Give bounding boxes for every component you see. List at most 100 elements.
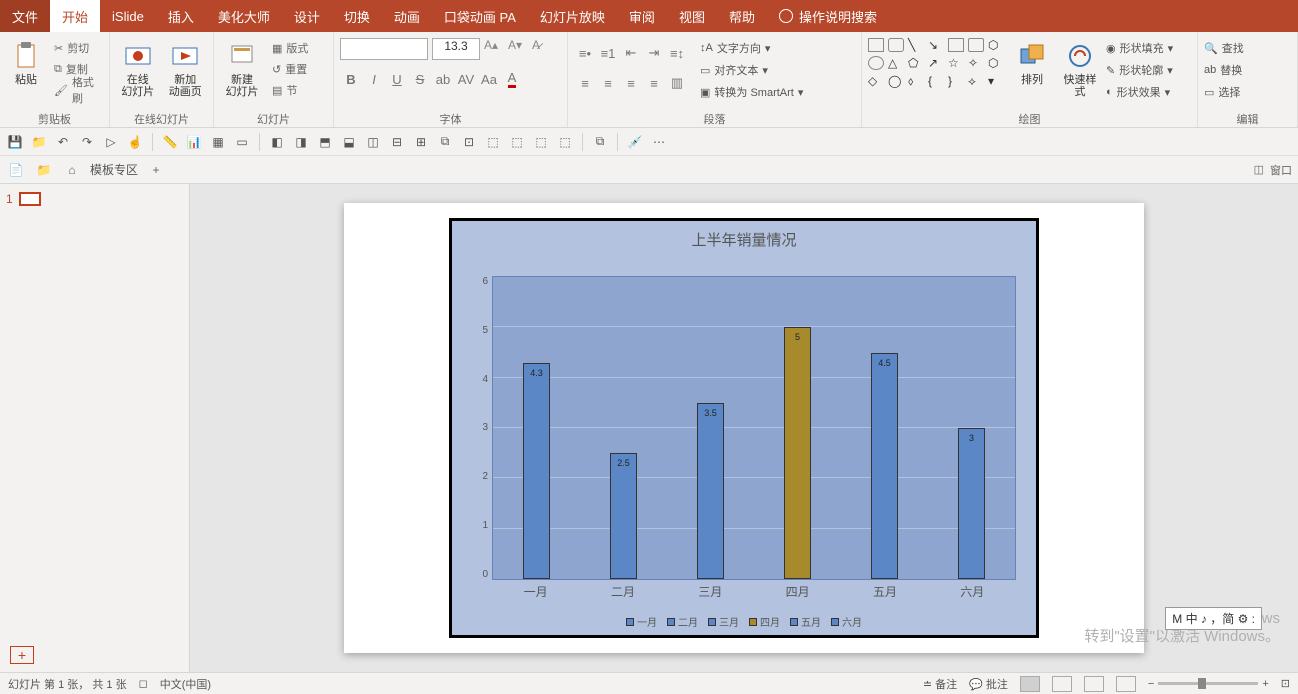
shape-fill-button[interactable]: ◉形状填充▾ (1106, 38, 1173, 58)
qat-eyedrop[interactable]: 💉 (626, 133, 644, 151)
qat-a10[interactable]: ⬚ (484, 133, 502, 151)
tab-islide[interactable]: iSlide (100, 0, 156, 32)
find-button[interactable]: 🔍查找 (1204, 38, 1244, 58)
underline-button[interactable]: U (386, 68, 408, 90)
qat-a7[interactable]: ⊞ (412, 133, 430, 151)
window-split-icon[interactable]: ◫ (1254, 163, 1264, 176)
arrange-button[interactable]: 排列 (1010, 38, 1054, 88)
qat-undo[interactable]: ↶ (54, 133, 72, 151)
qat-chart[interactable]: 📊 (185, 133, 203, 151)
tab-help[interactable]: 帮助 (717, 0, 767, 32)
bar-五月[interactable]: 4.5 (871, 353, 899, 580)
view-sorter-button[interactable] (1052, 676, 1072, 692)
change-case-button[interactable]: Aa (478, 68, 500, 90)
qat-redo[interactable]: ↷ (78, 133, 96, 151)
align-center-button[interactable]: ≡ (597, 72, 619, 94)
zoom-out-button[interactable]: − (1148, 678, 1154, 690)
slide-canvas[interactable]: 上半年销量情况 6543210 4.32.53.554.53 一月二月三月四月五… (190, 184, 1298, 672)
bold-button[interactable]: B (340, 68, 362, 90)
qat-a13[interactable]: ⬚ (556, 133, 574, 151)
accessibility-icon[interactable]: ◻ (139, 677, 148, 690)
replace-button[interactable]: ab替换 (1204, 60, 1244, 80)
slide-thumbnail-1[interactable]: 1 (6, 192, 183, 206)
section-button[interactable]: ▤节 (268, 80, 312, 100)
qat-table[interactable]: ▦ (209, 133, 227, 151)
tab-design[interactable]: 设计 (282, 0, 332, 32)
italic-button[interactable]: I (363, 68, 385, 90)
tab-transition[interactable]: 切换 (332, 0, 382, 32)
home-icon[interactable]: ⌂ (62, 160, 82, 180)
qat-open[interactable]: 📁 (30, 133, 48, 151)
font-family-combo[interactable] (340, 38, 428, 60)
char-spacing-button[interactable]: AV (455, 68, 477, 90)
qat-a11[interactable]: ⬚ (508, 133, 526, 151)
bar-chart[interactable]: 上半年销量情况 6543210 4.32.53.554.53 一月二月三月四月五… (449, 218, 1039, 638)
tell-me-search[interactable]: 操作说明搜索 (767, 0, 889, 32)
view-reading-button[interactable] (1084, 676, 1104, 692)
bullets-button[interactable]: ≡• (574, 42, 596, 64)
indent-inc-button[interactable]: ⇥ (643, 42, 665, 64)
qat-group[interactable]: ⧉ (591, 133, 609, 151)
zoom-slider[interactable] (1158, 682, 1258, 685)
fit-window-button[interactable]: ⊡ (1281, 677, 1290, 690)
qat-a3[interactable]: ⬒ (316, 133, 334, 151)
format-painter-button[interactable]: 🖌格式刷 (50, 80, 103, 100)
qat-a12[interactable]: ⬚ (532, 133, 550, 151)
tab-slideshow[interactable]: 幻灯片放映 (528, 0, 617, 32)
add-slide-button[interactable]: + (10, 646, 34, 664)
justify-button[interactable]: ≡ (643, 72, 665, 94)
zoom-control[interactable]: − + (1148, 678, 1269, 690)
language-label[interactable]: 中文(中国) (160, 676, 211, 692)
clear-format-button[interactable]: A̷ (532, 38, 552, 60)
bar-二月[interactable]: 2.5 (610, 453, 638, 579)
font-size-combo[interactable]: 13.3 (432, 38, 480, 60)
qat-touch[interactable]: ☝ (126, 133, 144, 151)
shrink-font-button[interactable]: A▾ (508, 38, 528, 60)
convert-smartart-button[interactable]: ▣转换为 SmartArt▾ (700, 82, 803, 102)
qat-a2[interactable]: ◨ (292, 133, 310, 151)
open-doc-icon[interactable]: 📁 (34, 160, 54, 180)
zoom-in-button[interactable]: + (1262, 678, 1268, 690)
new-doc-icon[interactable]: 📄 (6, 160, 26, 180)
qat-save[interactable]: 💾 (6, 133, 24, 151)
tab-file[interactable]: 文件 (0, 0, 50, 32)
text-direction-button[interactable]: ↕A文字方向▾ (700, 38, 803, 58)
shape-effects-button[interactable]: ◐形状效果▾ (1106, 82, 1173, 102)
font-color-button[interactable]: A (501, 68, 523, 90)
tab-animation[interactable]: 动画 (382, 0, 432, 32)
slide-1[interactable]: 上半年销量情况 6543210 4.32.53.554.53 一月二月三月四月五… (344, 203, 1144, 653)
align-left-button[interactable]: ≡ (574, 72, 596, 94)
qat-more[interactable]: ⋯ (650, 133, 668, 151)
indent-dec-button[interactable]: ⇤ (620, 42, 642, 64)
new-anim-page-button[interactable]: 新加 动画页 (164, 38, 208, 100)
qat-a6[interactable]: ⊟ (388, 133, 406, 151)
paste-button[interactable]: 粘贴 (6, 38, 46, 88)
qat-a8[interactable]: ⧉ (436, 133, 454, 151)
qat-a1[interactable]: ◧ (268, 133, 286, 151)
notes-button[interactable]: ≐ 备注 (923, 676, 957, 692)
columns-button[interactable]: ▥ (666, 72, 688, 94)
qat-slideshow[interactable]: ▷ (102, 133, 120, 151)
bar-六月[interactable]: 3 (958, 428, 986, 579)
qat-a5[interactable]: ◫ (364, 133, 382, 151)
tab-review[interactable]: 审阅 (617, 0, 667, 32)
ime-toolbar[interactable]: M 中 ♪ ，简 ⚙ : (1165, 607, 1262, 630)
select-button[interactable]: ▭选择 (1204, 82, 1244, 102)
qat-a9[interactable]: ⊡ (460, 133, 478, 151)
bar-一月[interactable]: 4.3 (523, 363, 551, 579)
add-tab-button[interactable]: + (146, 160, 166, 180)
template-zone-label[interactable]: 模板专区 (90, 161, 138, 178)
cut-button[interactable]: ✂剪切 (50, 38, 103, 58)
bar-三月[interactable]: 3.5 (697, 403, 725, 579)
strike-button[interactable]: S (409, 68, 431, 90)
bar-四月[interactable]: 5 (784, 327, 812, 579)
shapes-gallery[interactable]: ╲↘⬡ △⬠↗☆✧⬡ ◇◯⬨{}⟡▾ (868, 38, 1006, 90)
quick-styles-button[interactable]: 快速样式 (1058, 38, 1102, 100)
qat-ruler[interactable]: 📏 (161, 133, 179, 151)
grow-font-button[interactable]: A▴ (484, 38, 504, 60)
shadow-button[interactable]: ab (432, 68, 454, 90)
align-right-button[interactable]: ≡ (620, 72, 642, 94)
tab-pocket-anim[interactable]: 口袋动画 PA (432, 0, 528, 32)
tab-beautify[interactable]: 美化大师 (206, 0, 282, 32)
line-spacing-button[interactable]: ≡↕ (666, 42, 688, 64)
